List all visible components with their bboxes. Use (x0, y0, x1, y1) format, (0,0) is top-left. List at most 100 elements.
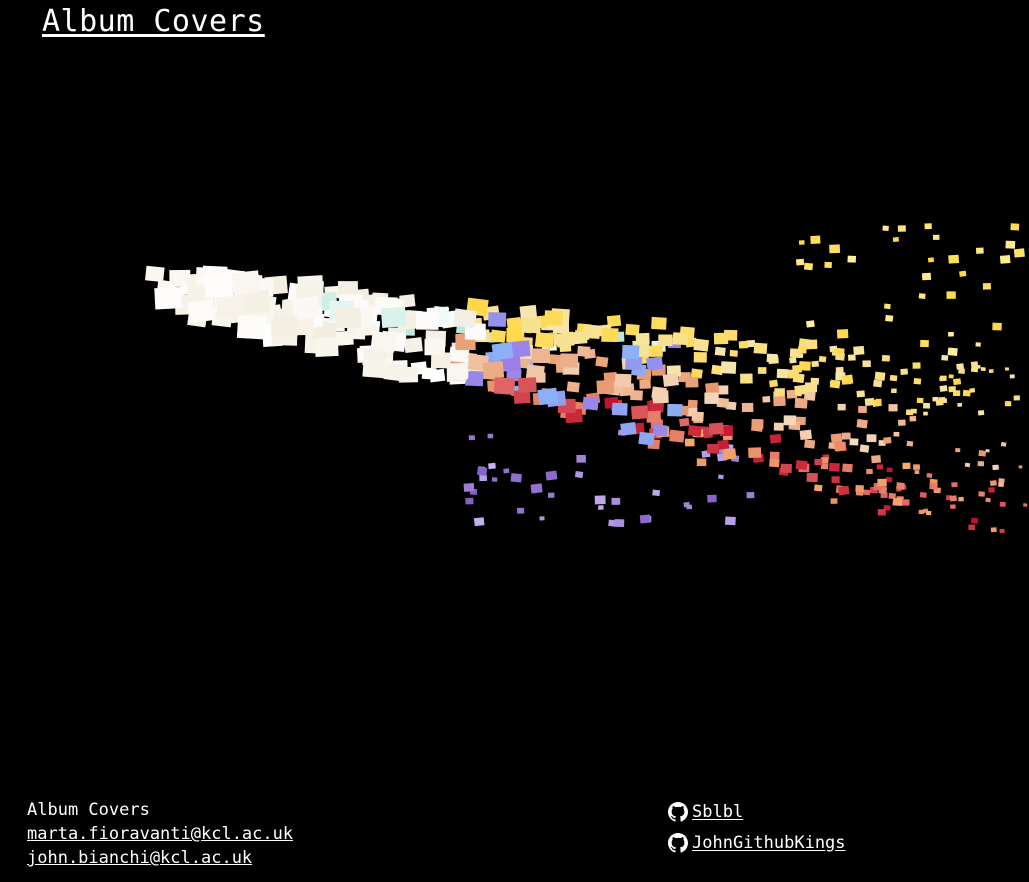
album-cover-point[interactable] (806, 472, 818, 483)
album-cover-point[interactable] (380, 306, 407, 329)
album-cover-point[interactable] (977, 461, 985, 467)
album-cover-point[interactable] (722, 448, 737, 460)
album-cover-point[interactable] (144, 265, 165, 283)
album-cover-point[interactable] (716, 397, 729, 408)
album-cover-point[interactable] (871, 455, 882, 464)
album-cover-point[interactable] (829, 462, 840, 472)
album-cover-point[interactable] (799, 429, 812, 440)
album-cover-point[interactable] (704, 392, 719, 404)
album-cover-point[interactable] (465, 497, 474, 505)
album-cover-point[interactable] (806, 320, 815, 328)
album-cover-point[interactable] (679, 417, 690, 427)
album-cover-point[interactable] (769, 458, 780, 468)
album-cover-point[interactable] (574, 471, 584, 479)
album-cover-point[interactable] (992, 464, 999, 471)
album-cover-point[interactable] (525, 364, 545, 381)
album-cover-point[interactable] (658, 334, 673, 347)
album-cover-point[interactable] (789, 348, 802, 359)
album-cover-point[interactable] (1009, 374, 1015, 379)
album-cover-point[interactable] (370, 331, 397, 353)
album-cover-point[interactable] (500, 355, 521, 372)
album-cover-point[interactable] (923, 411, 928, 416)
album-cover-point[interactable] (863, 489, 871, 496)
album-cover-point[interactable] (918, 509, 925, 515)
album-cover-point[interactable] (837, 485, 850, 496)
album-cover-point[interactable] (795, 459, 808, 471)
album-cover-point[interactable] (970, 361, 979, 368)
album-cover-point[interactable] (818, 355, 827, 363)
album-cover-point[interactable] (566, 381, 580, 393)
album-cover-point[interactable] (169, 269, 191, 287)
page-title[interactable]: Album Covers (42, 4, 265, 39)
album-cover-point[interactable] (849, 438, 859, 446)
album-cover-point[interactable] (866, 468, 873, 475)
email-link-john[interactable]: john.bianchi@kcl.ac.uk (27, 848, 253, 868)
album-cover-point[interactable] (577, 345, 591, 357)
album-cover-point[interactable] (950, 504, 956, 509)
album-cover-point[interactable] (236, 315, 267, 340)
album-cover-point[interactable] (830, 433, 843, 443)
album-cover-point[interactable] (717, 474, 724, 480)
album-cover-point[interactable] (651, 316, 667, 330)
album-cover-point[interactable] (611, 402, 628, 416)
album-cover-point[interactable] (901, 499, 910, 506)
album-cover-point[interactable] (829, 244, 841, 254)
album-cover-point[interactable] (430, 352, 451, 369)
album-cover-point[interactable] (773, 396, 786, 407)
album-cover-point[interactable] (707, 494, 717, 503)
album-cover-point[interactable] (639, 379, 651, 389)
album-cover-point[interactable] (683, 501, 690, 508)
album-cover-point[interactable] (639, 514, 651, 524)
album-cover-point[interactable] (491, 477, 498, 482)
album-cover-point[interactable] (768, 379, 779, 388)
album-cover-point[interactable] (786, 389, 798, 399)
album-cover-point[interactable] (614, 373, 632, 388)
album-cover-point[interactable] (488, 312, 507, 327)
album-cover-point[interactable] (491, 341, 514, 361)
album-cover-point[interactable] (506, 317, 522, 330)
album-cover-point[interactable] (975, 247, 984, 254)
album-cover-point[interactable] (939, 375, 947, 381)
github-link-sblbl[interactable]: Sblbl (668, 796, 846, 827)
album-cover-point[interactable] (888, 492, 896, 500)
album-cover-point[interactable] (473, 517, 485, 527)
album-cover-point[interactable] (620, 421, 637, 436)
album-cover-point[interactable] (707, 443, 720, 454)
album-cover-point[interactable] (968, 524, 976, 531)
album-cover-point[interactable] (291, 295, 321, 320)
album-cover-point[interactable] (835, 352, 845, 361)
album-cover-point[interactable] (696, 458, 707, 467)
album-cover-point[interactable] (913, 464, 920, 470)
album-cover-point[interactable] (1013, 248, 1025, 258)
album-cover-point[interactable] (829, 379, 841, 389)
album-cover-point[interactable] (882, 225, 889, 231)
album-cover-point[interactable] (631, 405, 649, 420)
album-cover-point[interactable] (601, 328, 619, 343)
album-cover-point[interactable] (948, 254, 960, 264)
album-cover-point[interactable] (154, 286, 182, 310)
album-cover-point[interactable] (662, 373, 679, 387)
album-cover-point[interactable] (672, 332, 689, 346)
album-cover-point[interactable] (998, 482, 1004, 487)
album-cover-point[interactable] (773, 422, 784, 431)
album-cover-point[interactable] (530, 483, 543, 494)
album-cover-point[interactable] (978, 450, 987, 457)
album-cover-point[interactable] (969, 388, 976, 393)
album-cover-point[interactable] (912, 362, 921, 369)
album-cover-point[interactable] (955, 448, 961, 453)
album-cover-point[interactable] (804, 439, 816, 449)
album-cover-point[interactable] (803, 390, 816, 401)
album-cover-point[interactable] (517, 377, 537, 393)
album-cover-point[interactable] (951, 482, 958, 488)
album-cover-point[interactable] (977, 410, 985, 416)
album-cover-point[interactable] (547, 492, 555, 498)
album-cover-point[interactable] (720, 361, 737, 374)
album-cover-point[interactable] (889, 374, 898, 382)
album-cover-point[interactable] (885, 314, 894, 322)
album-cover-point[interactable] (503, 468, 510, 474)
album-cover-point[interactable] (820, 463, 829, 470)
album-cover-point[interactable] (521, 317, 542, 334)
album-cover-point[interactable] (576, 454, 586, 463)
album-cover-point[interactable] (383, 362, 406, 382)
album-cover-point[interactable] (970, 366, 979, 373)
